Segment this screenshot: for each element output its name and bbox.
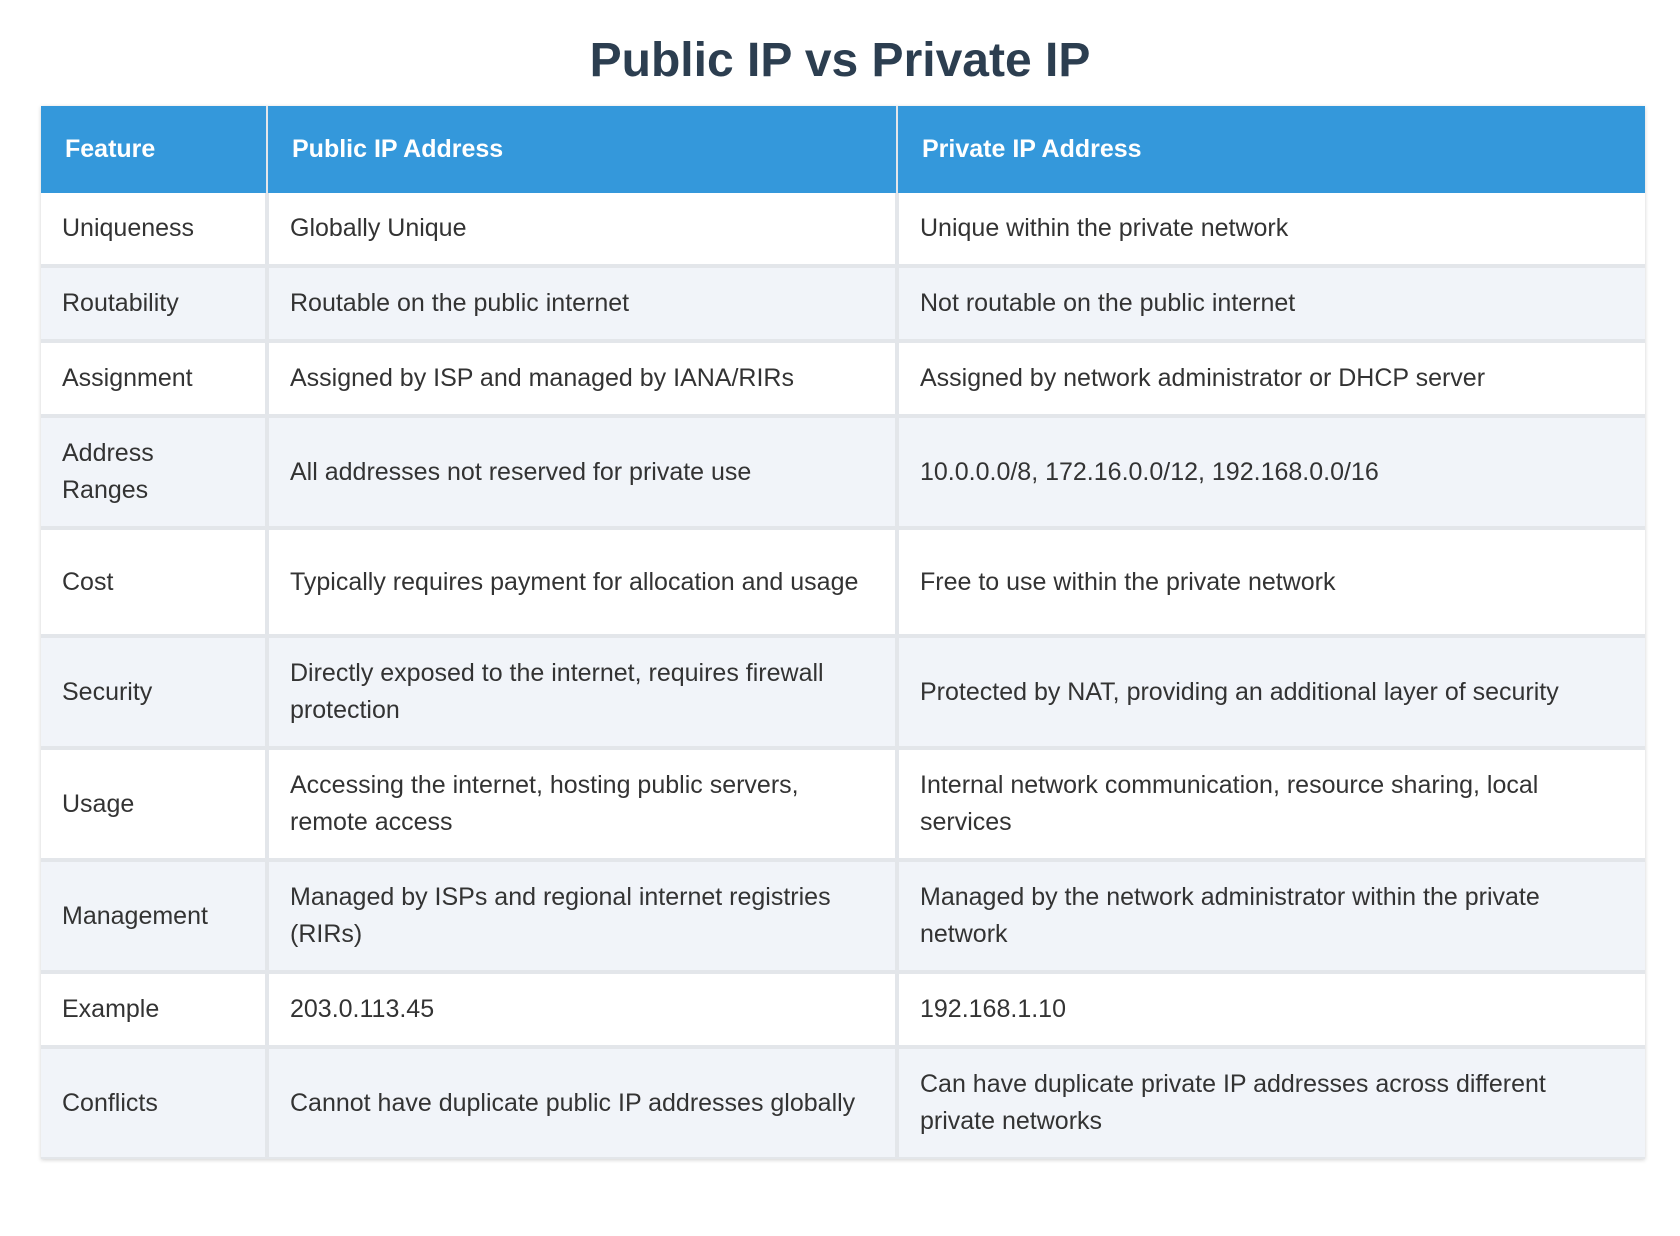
table-row: Conflicts Cannot have duplicate public I…	[41, 1047, 1645, 1159]
table-row: Uniqueness Globally Unique Unique within…	[41, 193, 1645, 268]
header-private-ip: Private IP Address	[897, 106, 1645, 193]
public-ip-cell: Assigned by ISP and managed by IANA/RIRs	[267, 341, 899, 418]
page-title: Public IP vs Private IP	[589, 34, 1091, 87]
public-ip-cell: Directly exposed to the internet, requir…	[267, 636, 899, 750]
feature-cell: Usage	[41, 748, 269, 862]
private-ip-cell: Free to use within the private network	[897, 528, 1645, 638]
table-row: Management Managed by ISPs and regional …	[41, 860, 1645, 974]
public-ip-cell: Routable on the public internet	[267, 266, 899, 343]
table-row: Routability Routable on the public inter…	[41, 266, 1645, 343]
public-ip-cell: Accessing the internet, hosting public s…	[267, 748, 899, 862]
private-ip-cell: Not routable on the public internet	[897, 266, 1645, 343]
header-feature: Feature	[41, 106, 268, 193]
public-ip-cell: Globally Unique	[267, 193, 899, 268]
public-ip-cell: Managed by ISPs and regional internet re…	[267, 860, 899, 974]
feature-cell: Cost	[41, 528, 269, 638]
private-ip-cell: Internal network communication, resource…	[897, 748, 1645, 862]
private-ip-cell: Can have duplicate private IP addresses …	[897, 1047, 1645, 1159]
comparison-table-container: Feature Public IP Address Private IP Add…	[41, 106, 1645, 1159]
table-header: Feature Public IP Address Private IP Add…	[41, 106, 1645, 193]
table-row: Security Directly exposed to the interne…	[41, 636, 1645, 750]
feature-cell: Assignment	[41, 341, 269, 418]
private-ip-cell: 192.168.1.10	[897, 972, 1645, 1049]
public-ip-cell: 203.0.113.45	[267, 972, 899, 1049]
public-ip-cell: Cannot have duplicate public IP addresse…	[267, 1047, 899, 1159]
private-ip-cell: Assigned by network administrator or DHC…	[897, 341, 1645, 418]
feature-cell: Address Ranges	[41, 416, 269, 530]
table-row: Example 203.0.113.45 192.168.1.10	[41, 972, 1645, 1049]
feature-cell: Routability	[41, 266, 269, 343]
table-row: Assignment Assigned by ISP and managed b…	[41, 341, 1645, 418]
header-row: Feature Public IP Address Private IP Add…	[41, 106, 1645, 193]
feature-cell: Management	[41, 860, 269, 974]
table-row: Address Ranges All addresses not reserve…	[41, 416, 1645, 530]
table-body: Uniqueness Globally Unique Unique within…	[41, 193, 1645, 1159]
private-ip-cell: Managed by the network administrator wit…	[897, 860, 1645, 974]
table-row: Usage Accessing the internet, hosting pu…	[41, 748, 1645, 862]
private-ip-cell: 10.0.0.0/8, 172.16.0.0/12, 192.168.0.0/1…	[897, 416, 1645, 530]
private-ip-cell: Protected by NAT, providing an additiona…	[897, 636, 1645, 750]
feature-cell: Example	[41, 972, 269, 1049]
feature-cell: Uniqueness	[41, 193, 269, 268]
feature-cell: Security	[41, 636, 269, 750]
private-ip-cell: Unique within the private network	[897, 193, 1645, 268]
public-ip-cell: Typically requires payment for allocatio…	[267, 528, 899, 638]
public-ip-cell: All addresses not reserved for private u…	[267, 416, 899, 530]
header-public-ip: Public IP Address	[267, 106, 898, 193]
comparison-table: Feature Public IP Address Private IP Add…	[41, 106, 1645, 1159]
feature-cell: Conflicts	[41, 1047, 269, 1159]
table-row: Cost Typically requires payment for allo…	[41, 528, 1645, 638]
